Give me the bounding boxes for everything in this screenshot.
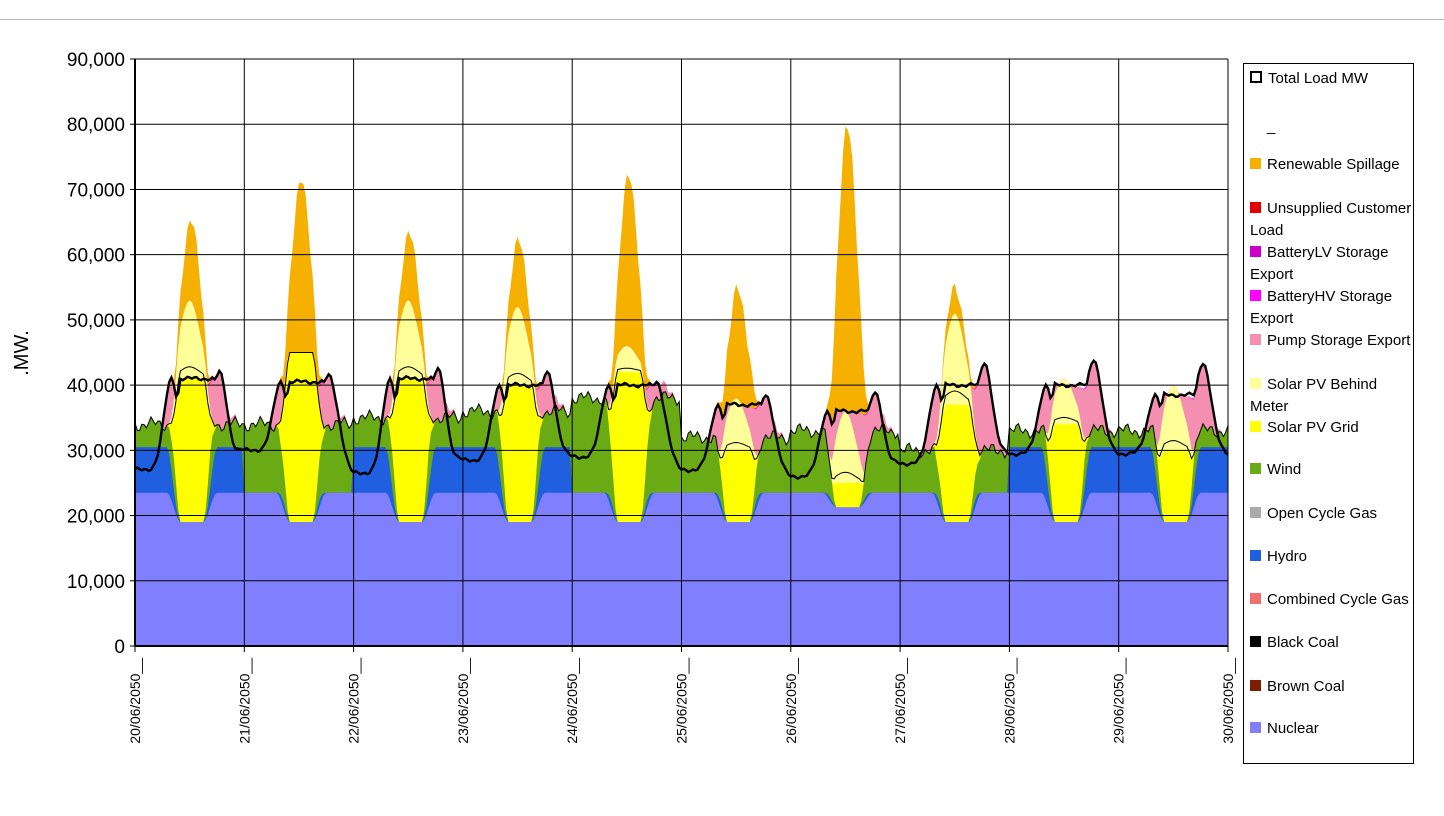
legend-label: Open Cycle Gas	[1267, 505, 1378, 522]
x-tick-label: 21/06/2050__	[236, 658, 252, 744]
legend-label: Solar PV Behind Meter	[1250, 376, 1378, 415]
y-tick-label: 30,000	[67, 441, 125, 462]
legend-item: Nuclear	[1250, 718, 1415, 740]
legend-label: Nuclear	[1267, 720, 1319, 737]
legend-item: Renewable Spillage	[1250, 154, 1415, 176]
legend-label: Solar PV Grid	[1267, 419, 1359, 436]
x-tick-label: 26/06/2050__	[783, 658, 799, 744]
legend-label: Total Load MW	[1268, 70, 1369, 87]
legend-item: BatteryHV Storage Export	[1250, 286, 1415, 330]
legend-label: _	[1267, 118, 1276, 135]
x-tick-label: 27/06/2050__	[892, 658, 908, 744]
y-ticks: 0 10,000 20,000 30,000 40,000 50,000 60,000 70,…	[67, 50, 135, 658]
y-tick-label: 40,000	[67, 376, 125, 397]
y-tick-label: 10,000	[67, 572, 125, 593]
legend-label: Pump Storage Export	[1267, 332, 1411, 349]
y-tick-label: 90,000	[67, 50, 125, 71]
legend-item: Black Coal	[1250, 632, 1415, 654]
legend-swatch	[1250, 420, 1261, 432]
y-tick-label: 50,000	[67, 311, 125, 332]
legend-label: Brown Coal	[1267, 678, 1345, 695]
legend-item: Wind	[1250, 459, 1415, 481]
x-tick-label: 23/06/2050__	[455, 658, 471, 744]
legend-swatch	[1250, 506, 1261, 518]
legend-swatch	[1250, 462, 1261, 474]
legend-swatch	[1250, 679, 1261, 691]
y-tick-label: 60,000	[67, 246, 125, 267]
y-axis-label: .MW.	[11, 330, 33, 376]
legend-swatch	[1250, 592, 1261, 604]
legend-swatch	[1250, 289, 1261, 301]
legend-swatch	[1250, 721, 1261, 733]
legend: Total Load MW _ Renewable Spillage Unsuppli…	[1243, 63, 1414, 764]
total-load-line	[134, 358, 1229, 481]
y-tick-label: 70,000	[67, 180, 125, 201]
legend-label: BatteryLV Storage Export	[1250, 244, 1389, 283]
x-tick-label: 20/06/2050__	[127, 658, 143, 744]
legend-swatch	[1250, 549, 1261, 561]
legend-label: Unsupplied Customer Load	[1250, 200, 1412, 239]
x-tick-label: 29/06/2050__	[1111, 658, 1127, 744]
legend-item: Hydro	[1250, 546, 1415, 568]
y-tick-label: 20,000	[67, 507, 125, 528]
x-tick-label: 24/06/2050__	[564, 658, 580, 744]
legend-item: Open Cycle Gas	[1250, 503, 1415, 525]
legend-label: Wind	[1267, 461, 1302, 478]
load-lines	[134, 352, 1229, 483]
operational-load-line	[134, 352, 1229, 483]
legend-item: _	[1250, 116, 1415, 138]
legend-swatch	[1250, 377, 1261, 389]
legend-item: Brown Coal	[1250, 676, 1415, 698]
y-tick-label: 0	[114, 637, 125, 658]
legend-label: Renewable Spillage	[1267, 156, 1400, 173]
legend-label: Black Coal	[1267, 634, 1339, 651]
x-tick-label: 22/06/2050__	[346, 658, 362, 744]
x-tick-label: 25/06/2050__	[674, 658, 690, 744]
legend-item: Solar PV Grid	[1250, 417, 1415, 439]
x-ticks: 20/06/2050__ 21/06/2050__ 22/06/2050__ 23/0…	[127, 646, 1236, 744]
top-divider	[0, 19, 1444, 20]
legend-swatch	[1250, 120, 1261, 131]
legend-swatch	[1250, 201, 1261, 213]
legend-item: Combined Cycle Gas	[1250, 589, 1415, 611]
x-tick-label: 30/06/2050__	[1220, 658, 1236, 744]
legend-swatch	[1250, 245, 1261, 257]
legend-swatch	[1250, 333, 1261, 345]
y-tick-label: 80,000	[67, 115, 125, 136]
legend-label: BatteryHV Storage Export	[1250, 288, 1393, 327]
legend-swatch	[1250, 635, 1261, 647]
legend-label: Combined Cycle Gas	[1267, 591, 1409, 608]
x-tick-label: 28/06/2050__	[1001, 658, 1017, 744]
legend-label: Hydro	[1267, 548, 1308, 565]
legend-item: Total Load MW	[1250, 68, 1415, 90]
legend-item: Pump Storage Export	[1250, 330, 1415, 352]
legend-swatch	[1250, 71, 1262, 84]
legend-item: Unsupplied Customer Load	[1250, 198, 1415, 242]
legend-item: Solar PV Behind Meter	[1250, 374, 1415, 418]
legend-item: BatteryLV Storage Export	[1250, 242, 1415, 286]
legend-swatch	[1250, 157, 1261, 169]
